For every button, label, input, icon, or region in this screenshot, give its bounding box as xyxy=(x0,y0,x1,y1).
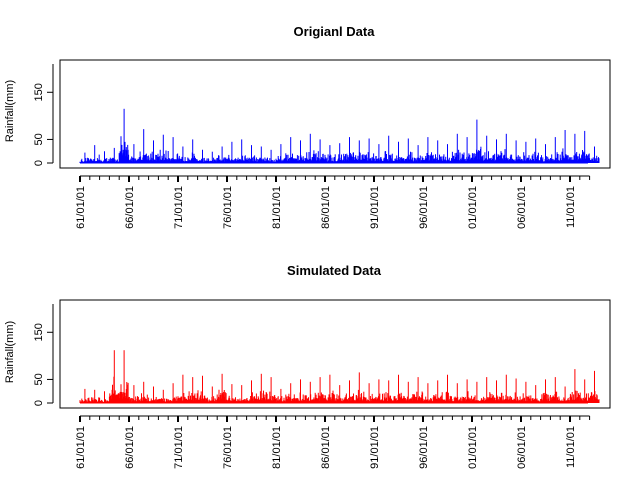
x-tick-label: 01/01/01 xyxy=(467,426,479,469)
x-tick-label: 81/01/01 xyxy=(271,186,283,229)
y-tick-label: 150 xyxy=(33,83,45,101)
x-tick-label: 71/01/01 xyxy=(173,186,185,229)
bar-series xyxy=(79,108,600,164)
chart-title: Simulated Data xyxy=(287,263,382,278)
x-tick-label: 01/01/01 xyxy=(467,186,479,229)
plot-frame xyxy=(59,299,611,409)
y-tick-label: 150 xyxy=(33,323,45,341)
y-tick-label: 50 xyxy=(33,373,45,385)
chart-title: Origianl Data xyxy=(294,24,376,39)
bar-series xyxy=(79,350,600,404)
x-tick-label: 71/01/01 xyxy=(173,426,185,469)
x-tick-label: 96/01/01 xyxy=(418,426,430,469)
x-tick-label: 06/01/01 xyxy=(516,426,528,469)
x-tick-label: 66/01/01 xyxy=(124,426,136,469)
y-tick-label: 0 xyxy=(33,400,45,406)
x-tick-label: 86/01/01 xyxy=(320,426,332,469)
x-tick-label: 66/01/01 xyxy=(124,186,136,229)
x-tick-label: 91/01/01 xyxy=(369,426,381,469)
x-tick-label: 61/01/01 xyxy=(75,426,87,469)
y-axis-label: Rainfall(mm) xyxy=(4,321,16,383)
original-data-panel: Origianl Data Rainfall(mm) 0 50 150 61/01/0… xyxy=(4,24,611,229)
x-tick-label: 86/01/01 xyxy=(320,186,332,229)
x-tick-label: 96/01/01 xyxy=(418,186,430,229)
x-tick-label: 81/01/01 xyxy=(271,426,283,469)
y-tick-label: 0 xyxy=(33,160,45,166)
y-tick-label: 50 xyxy=(33,133,45,145)
x-tick-label: 76/01/01 xyxy=(222,186,234,229)
x-tick-label: 11/01/01 xyxy=(565,186,577,228)
x-tick-label: 91/01/01 xyxy=(369,186,381,229)
simulated-data-panel: Simulated Data Rainfall(mm) 0 50 150 61/01/… xyxy=(4,263,611,469)
x-tick-label: 61/01/01 xyxy=(75,186,87,229)
x-tick-label: 76/01/01 xyxy=(222,426,234,469)
plot-frame xyxy=(59,59,611,169)
x-tick-label: 11/01/01 xyxy=(565,426,577,468)
y-axis-label: Rainfall(mm) xyxy=(4,80,16,142)
x-tick-label: 06/01/01 xyxy=(516,186,528,229)
